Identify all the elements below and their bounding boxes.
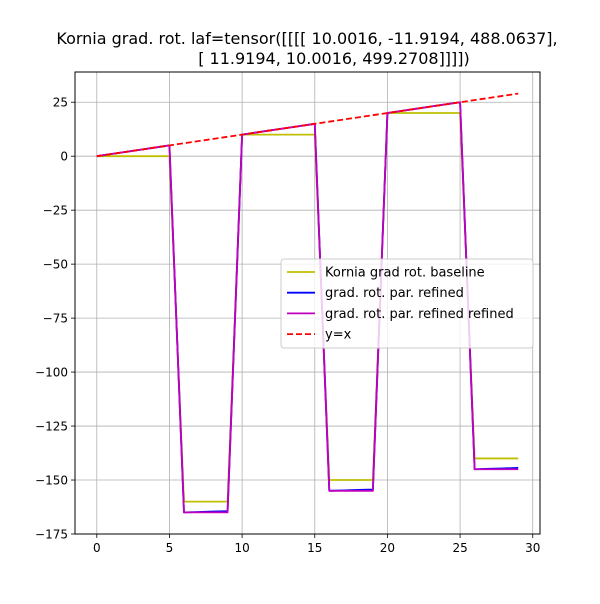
series-lines (96, 92, 519, 514)
chart-title-line-2: [ 11.9194, 10.0016, 499.2708]]]]) (198, 49, 470, 68)
x-tick-label: 15 (307, 541, 322, 555)
y-tick-label: −75 (43, 312, 68, 326)
legend-box (280, 258, 534, 349)
axis-ticks: 0 5 10 15 20 25 30 25 0 −25 −50 −75 −100 −125 −150 −175 (35, 96, 540, 555)
chart-title-line-1: Kornia grad. rot. laf=tensor([[[[ 10.001… (56, 29, 557, 48)
y-tick-label: −50 (43, 258, 68, 272)
legend: Kornia grad rot. baseline grad. rot. par.… (280, 258, 534, 349)
x-tick-label: 10 (234, 541, 249, 555)
y-tick-label: −175 (35, 528, 68, 542)
y-tick-label: 25 (53, 96, 68, 110)
series-line-0 (96, 112, 519, 503)
x-tick-label: 0 (93, 541, 101, 555)
legend-label-1: grad. rot. par. refined (325, 286, 464, 301)
plot-area-frame (74, 71, 541, 535)
x-tick-label: 30 (525, 541, 540, 555)
y-tick-label: −125 (35, 420, 68, 434)
series-line-3 (96, 92, 519, 158)
x-tick-label: 20 (380, 541, 395, 555)
y-tick-label: 0 (60, 150, 68, 164)
y-tick-label: −150 (35, 474, 68, 488)
x-tick-label: 25 (452, 541, 467, 555)
y-tick-label: −100 (35, 366, 68, 380)
x-tick-label: 5 (166, 541, 174, 555)
legend-label-0: Kornia grad rot. baseline (325, 266, 485, 281)
y-tick-label: −25 (43, 204, 68, 218)
legend-label-3: y=x (325, 328, 352, 343)
legend-label-2: grad. rot. par. refined refined (325, 307, 514, 322)
